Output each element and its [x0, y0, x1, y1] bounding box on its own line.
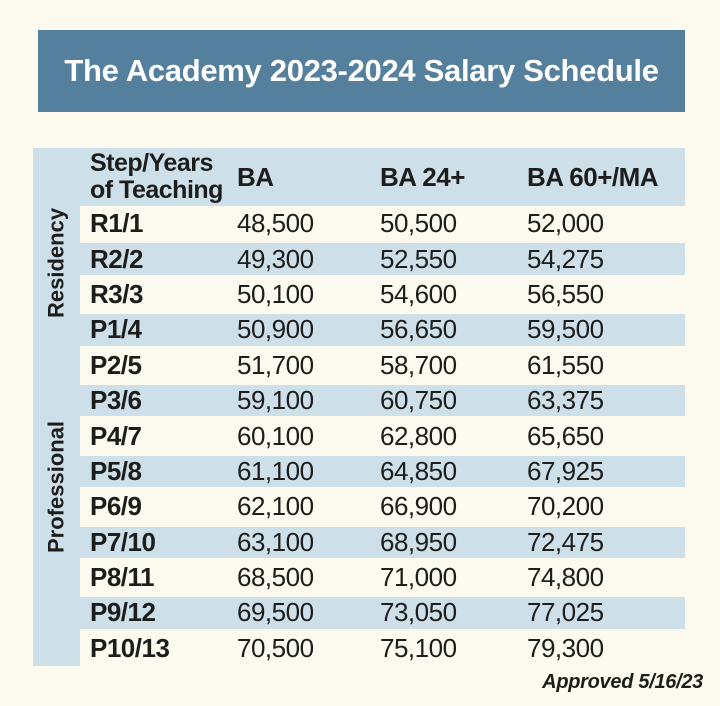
cell-ba60: 77,025: [527, 597, 604, 628]
cell-ba: 62,100: [237, 491, 314, 522]
cell-ba24: 75,100: [380, 632, 457, 663]
cell-ba24: 71,000: [380, 562, 457, 593]
cell-ba24: 50,500: [380, 208, 457, 239]
table-row: R3/3 50,100 54,600 56,550: [80, 277, 685, 312]
column-header-ba24: BA 24+: [380, 161, 465, 192]
table-row: R2/2 49,300 52,550 54,275: [80, 241, 685, 277]
cell-ba24: 73,050: [380, 597, 457, 628]
table-row: R1/1 48,500 50,500 52,000: [80, 206, 685, 241]
row-step: P10/13: [90, 632, 170, 663]
cell-ba: 59,100: [237, 385, 314, 416]
cell-ba: 50,900: [237, 314, 314, 345]
group-label-residency: Residency: [43, 207, 69, 319]
cell-ba60: 56,550: [527, 278, 604, 309]
row-step: P9/12: [90, 597, 156, 628]
page-title: The Academy 2023-2024 Salary Schedule: [64, 53, 659, 88]
table-row: P1/4 50,900 56,650 59,500: [80, 312, 685, 348]
cell-ba24: 60,750: [380, 385, 457, 416]
row-step: R2/2: [90, 243, 143, 274]
cell-ba60: 65,650: [527, 420, 604, 451]
cell-ba60: 70,200: [527, 491, 604, 522]
cell-ba24: 52,550: [380, 243, 457, 274]
salary-table: Residency Professional Step/Years of Tea…: [33, 148, 685, 666]
cell-ba: 70,500: [237, 632, 314, 663]
table-row: P6/9 62,100 66,900 70,200: [80, 489, 685, 524]
cell-ba60: 52,000: [527, 208, 604, 239]
column-header-ba60: BA 60+/MA: [527, 161, 659, 192]
row-step: R3/3: [90, 278, 143, 309]
cell-ba: 49,300: [237, 243, 314, 274]
group-label-professional: Professional: [43, 420, 69, 554]
cell-ba24: 68,950: [380, 526, 457, 557]
table-row: P2/5 51,700 58,700 61,550: [80, 348, 685, 383]
cell-ba60: 79,300: [527, 632, 604, 663]
cell-ba: 48,500: [237, 208, 314, 239]
table-header-row: Step/Years of Teaching BA BA 24+ BA 60+/…: [80, 148, 685, 206]
table-row: P7/10 63,100 68,950 72,475: [80, 524, 685, 560]
cell-ba60: 74,800: [527, 562, 604, 593]
cell-ba60: 72,475: [527, 526, 604, 557]
title-banner: The Academy 2023-2024 Salary Schedule: [38, 30, 685, 112]
row-step: P8/11: [90, 562, 155, 593]
table-row: P5/8 61,100 64,850 67,925: [80, 453, 685, 490]
table-row: P8/11 68,500 71,000 74,800: [80, 560, 685, 595]
cell-ba: 61,100: [237, 455, 314, 486]
cell-ba: 50,100: [237, 278, 314, 309]
group-strip: [33, 148, 80, 666]
row-step: P3/6: [90, 385, 142, 416]
cell-ba24: 54,600: [380, 278, 457, 309]
table-row: P4/7 60,100 62,800 65,650: [80, 418, 685, 453]
row-step: P1/4: [90, 314, 142, 345]
row-step: P7/10: [90, 526, 156, 557]
cell-ba24: 66,900: [380, 491, 457, 522]
row-step: P2/5: [90, 349, 142, 380]
cell-ba60: 59,500: [527, 314, 604, 345]
cell-ba24: 56,650: [380, 314, 457, 345]
cell-ba60: 63,375: [527, 385, 604, 416]
table-main: Step/Years of Teaching BA BA 24+ BA 60+/…: [80, 148, 685, 663]
column-header-step: Step/Years of Teaching: [90, 149, 223, 204]
cell-ba24: 58,700: [380, 349, 457, 380]
table-row: P3/6 59,100 60,750 63,375: [80, 382, 685, 419]
row-step: P4/7: [90, 420, 142, 451]
row-step: P6/9: [90, 491, 142, 522]
cell-ba60: 61,550: [527, 349, 604, 380]
cell-ba: 69,500: [237, 597, 314, 628]
cell-ba: 63,100: [237, 526, 314, 557]
table-row: P9/12 69,500 73,050 77,025: [80, 595, 685, 631]
table-rows: R1/1 48,500 50,500 52,000 R2/2 49,300 52…: [80, 206, 685, 666]
cell-ba: 60,100: [237, 420, 314, 451]
cell-ba60: 67,925: [527, 455, 604, 486]
row-step: P5/8: [90, 455, 142, 486]
cell-ba24: 62,800: [380, 420, 457, 451]
row-step: R1/1: [90, 208, 143, 239]
approved-note: Approved 5/16/23: [542, 671, 703, 693]
table-row: P10/13 70,500 75,100 79,300: [80, 631, 685, 666]
cell-ba24: 64,850: [380, 455, 457, 486]
cell-ba: 68,500: [237, 562, 314, 593]
cell-ba60: 54,275: [527, 243, 604, 274]
column-header-ba: BA: [237, 161, 274, 192]
cell-ba: 51,700: [237, 349, 314, 380]
